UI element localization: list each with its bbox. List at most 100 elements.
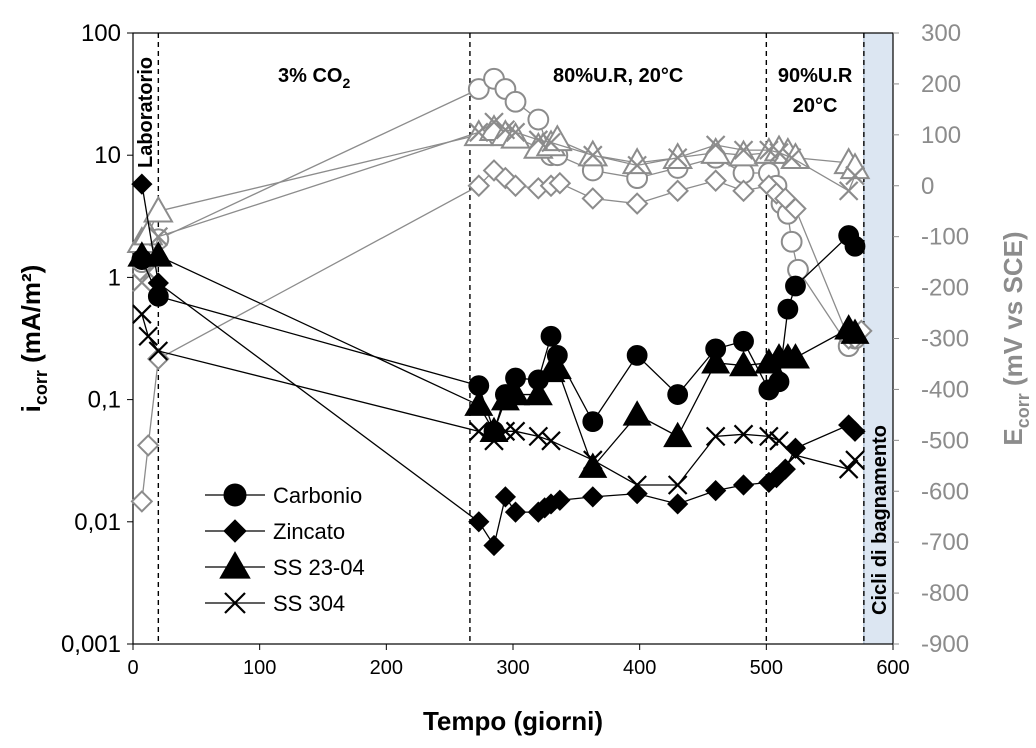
icorr-point-ss-304 xyxy=(838,459,859,479)
icorr-point-zincato xyxy=(504,501,527,523)
icorr-point-ss-304 xyxy=(733,424,754,445)
icorr-point-ss-23-04 xyxy=(840,318,870,344)
ecorr-point-ss-23-04 xyxy=(839,152,871,180)
icorr-point-ss-23-04 xyxy=(701,348,731,374)
legend-entry-carbonio: Carbonio xyxy=(205,483,362,508)
y-right-tick-label: 200 xyxy=(921,71,961,98)
icorr-point-ss-304 xyxy=(132,304,152,324)
region-label-80ur: 80%U.R, 20°C xyxy=(553,65,683,87)
x-tick-label: 200 xyxy=(370,657,403,679)
legend-entry-ss-23-04: SS 23-04 xyxy=(205,551,365,580)
ecorr-point-ss-304 xyxy=(769,142,789,163)
icorr-point-carbonio xyxy=(768,371,790,393)
y-right-tick-label: -100 xyxy=(921,224,969,251)
ecorr-point-ss-23-04 xyxy=(728,139,759,167)
icorr-point-zincato xyxy=(784,437,807,459)
icorr-point-zincato xyxy=(844,420,866,442)
icorr-point-ss-304 xyxy=(785,445,806,466)
ecorr-point-ss-304 xyxy=(469,122,489,143)
ecorr-point-ss-304 xyxy=(838,181,859,201)
region-label-wetting-cycles: Cicli di bagnamento xyxy=(869,425,891,615)
icorr-point-carbonio xyxy=(844,235,866,257)
y-left-tick-label: 0,001 xyxy=(61,631,121,658)
y-right-tick-label: -400 xyxy=(921,376,969,403)
ecorr-point-zincato xyxy=(704,169,727,192)
icorr-point-zincato xyxy=(549,489,571,511)
icorr-point-carbonio xyxy=(733,330,754,352)
icorr-point-ss-304 xyxy=(469,421,489,442)
ecorr-point-ss-304 xyxy=(484,112,504,132)
y-right-tick-label: 0 xyxy=(921,173,934,200)
icorr-point-ss-304 xyxy=(705,426,726,447)
x-tick-label: 600 xyxy=(876,657,909,679)
icorr-point-ss-23-04 xyxy=(622,400,652,426)
legend-label: Zincato xyxy=(273,519,345,544)
ecorr-point-ss-304 xyxy=(705,135,726,155)
y-right-tick-label: -900 xyxy=(921,631,969,658)
icorr-point-ss-23-04 xyxy=(542,353,572,380)
icorr-point-ss-304 xyxy=(769,431,789,451)
ecorr-point-ss-304 xyxy=(583,145,603,165)
x-tick-label: 0 xyxy=(127,657,138,679)
icorr-point-ss-23-04 xyxy=(663,421,693,448)
x-tick-label: 300 xyxy=(496,657,529,679)
wetting-cycles-band xyxy=(863,32,894,645)
legend-label: Carbonio xyxy=(273,483,362,508)
y-right-tick-label: -800 xyxy=(921,580,969,607)
icorr-point-ss-304 xyxy=(495,421,516,442)
ecorr-point-zincato xyxy=(482,159,506,182)
ecorr-point-ss-304 xyxy=(505,122,526,143)
ecorr-point-ss-23-04 xyxy=(700,136,732,164)
icorr-point-ss-304 xyxy=(845,450,865,470)
legend-label: SS 304 xyxy=(273,591,345,616)
icorr-point-ss-304 xyxy=(667,475,688,495)
ecorr-point-ss-304 xyxy=(667,147,688,168)
ecorr-point-ss-304 xyxy=(132,272,152,293)
icorr-series-ss-304 xyxy=(132,304,865,495)
x-axis-title: Tempo (giorni) xyxy=(423,706,603,736)
legend-entry-zincato: Zincato xyxy=(205,519,345,544)
ecorr-point-ss-304 xyxy=(148,226,169,247)
x-tick-label: 400 xyxy=(623,657,656,679)
ecorr-point-zincato xyxy=(467,174,491,198)
ecorr-point-ss-304 xyxy=(528,130,549,150)
ecorr-point-zincato xyxy=(784,197,807,220)
ecorr-point-zincato xyxy=(130,490,154,513)
icorr-point-zincato xyxy=(468,511,490,533)
legend-marker xyxy=(219,551,251,579)
icorr-point-zincato xyxy=(732,474,755,496)
icorr-point-carbonio xyxy=(582,411,604,433)
legend-marker xyxy=(223,519,247,543)
ecorr-point-zincato xyxy=(732,179,755,203)
ecorr-series-zincato xyxy=(130,159,873,513)
ecorr-point-ss-304 xyxy=(845,165,865,186)
region-label-laboratorio: Laboratorio xyxy=(135,57,157,168)
icorr-point-ss-23-04 xyxy=(464,390,494,416)
ecorr-series-carbonio xyxy=(130,67,866,358)
icorr-point-ss-304 xyxy=(541,431,561,451)
y-right-tick-label: -200 xyxy=(921,275,969,302)
legend-marker xyxy=(223,483,247,507)
ecorr-point-ss-23-04 xyxy=(142,195,174,223)
icorr-point-ss-304 xyxy=(759,426,779,447)
ecorr-point-ss-304 xyxy=(733,140,754,160)
y-left-tick-label: 100 xyxy=(81,20,121,47)
ecorr-point-zincato xyxy=(666,179,689,203)
legend-label: SS 23-04 xyxy=(273,555,365,580)
y-right-tick-label: -700 xyxy=(921,529,969,556)
legend-entry-ss-304: SS 304 xyxy=(205,591,345,616)
y-right-tick-label: 300 xyxy=(921,20,961,47)
ecorr-point-zincato xyxy=(504,174,527,198)
icorr-point-carbonio xyxy=(777,298,799,320)
legend-marker xyxy=(224,592,246,614)
ecorr-point-zincato xyxy=(147,347,170,371)
y-left-tick-label: 10 xyxy=(94,142,121,169)
icorr-point-ss-304 xyxy=(583,450,603,470)
y-left-axis-title: icorr (mA/m²) xyxy=(16,265,51,413)
ecorr-point-carbonio xyxy=(527,108,550,131)
ecorr-point-zincato xyxy=(136,434,160,457)
region-label-90ur: 90%U.R xyxy=(778,65,853,87)
y-left-tick-label: 1 xyxy=(108,264,121,291)
icorr-point-zincato xyxy=(705,479,727,502)
